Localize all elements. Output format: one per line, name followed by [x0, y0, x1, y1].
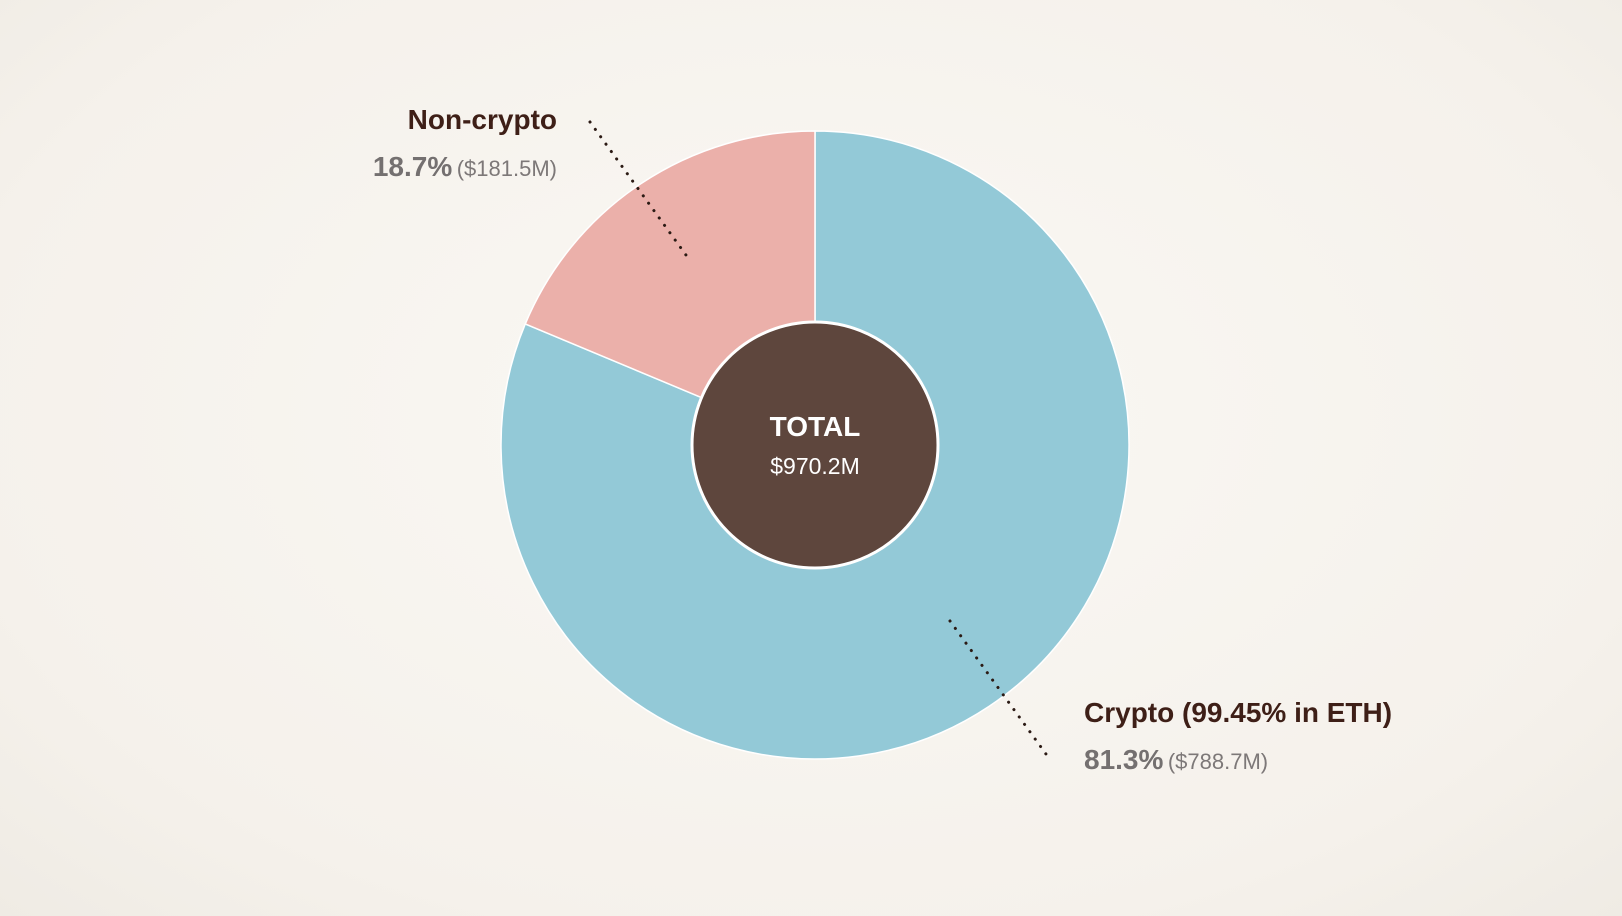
- slice-value-crypto: 81.3% ($788.7M): [1084, 743, 1268, 782]
- center-circle: [690, 320, 940, 570]
- leader-lines: [588, 120, 1053, 763]
- center-total-value: $970.2M: [770, 453, 860, 479]
- slice-amount-crypto: ($788.7M): [1167, 749, 1269, 774]
- slice-percent-crypto: 81.3%: [1084, 744, 1164, 775]
- slice-label-non-crypto: Non-crypto: [407, 104, 557, 135]
- slice-value-non-crypto: 18.7% ($181.5M): [373, 150, 557, 189]
- slice-label-crypto: Crypto (99.45% in ETH): [1084, 697, 1393, 728]
- slice-percent-non-crypto: 18.7%: [372, 151, 453, 182]
- leader-line-crypto: [948, 619, 1053, 763]
- leader-line-non-crypto: [588, 120, 693, 264]
- center-total-label: TOTAL: [770, 411, 861, 442]
- slice-amount-non-crypto: ($181.5M): [456, 156, 557, 181]
